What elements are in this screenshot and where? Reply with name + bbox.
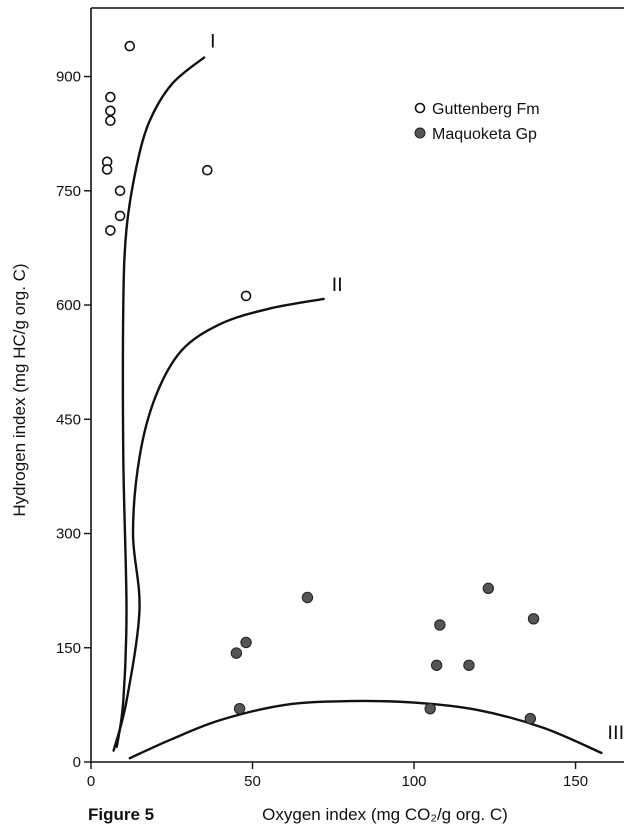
guttenberg-point [105, 105, 116, 117]
maquoketa-point [424, 702, 436, 715]
y-tick-label: 300 [56, 526, 81, 543]
maquoketa-point [233, 702, 246, 715]
y-tick-label: 600 [56, 297, 81, 314]
curve-label-ii: II [332, 274, 343, 296]
y-tick-label: 750 [56, 183, 81, 200]
y-tick-label: 450 [56, 411, 81, 428]
legend-marker-maquoketa [414, 127, 426, 139]
curve-label-iii: III [607, 722, 624, 744]
y-tick-label: 150 [56, 640, 81, 657]
x-tick-label: 50 [244, 773, 261, 790]
maquoketa-point [527, 613, 540, 625]
curve-iii [128, 699, 603, 760]
maquoketa-point [430, 659, 443, 671]
axis-ticks: 0 50 100 150 0 150 300 450 600 750 900 [56, 69, 588, 790]
curve-i [115, 56, 206, 748]
maquoketa-point [463, 659, 475, 671]
maquoketa-point [482, 582, 495, 595]
maquoketa-point [524, 712, 537, 725]
maquoketa-point [230, 647, 243, 659]
guttenberg-point [101, 164, 113, 175]
x-axis-label: Oxygen index (mg CO₂/g org. C) [262, 805, 508, 824]
curve-ii [112, 297, 325, 752]
plot-frame [90, 7, 624, 763]
x-tick-label: 150 [563, 773, 588, 790]
maquoketa-point [240, 636, 252, 649]
legend-label-maquoketa: Maquoketa Gp [432, 126, 537, 143]
guttenberg-point [114, 185, 126, 197]
y-axis-label: Hydrogen index (mg HC/g org. C) [10, 263, 29, 516]
maquoketa-point [301, 591, 314, 604]
guttenberg-point [114, 210, 126, 222]
guttenberg-point [240, 290, 252, 302]
y-tick-label: 0 [73, 754, 81, 771]
legend-label-guttenberg: Guttenberg Fm [432, 101, 540, 118]
maquoketa-point [434, 619, 446, 631]
guttenberg-point [105, 91, 116, 103]
y-tick-label: 900 [56, 69, 81, 86]
guttenberg-point [105, 225, 116, 236]
curve-label-i: I [210, 31, 216, 53]
legend-marker-guttenberg [414, 102, 426, 114]
data-points [101, 40, 540, 725]
guttenberg-point [201, 164, 213, 176]
legend: Guttenberg Fm Maquoketa Gp [414, 101, 540, 143]
figure-label: Figure 5 [88, 805, 154, 824]
x-tick-label: 100 [402, 773, 427, 790]
guttenberg-point [124, 40, 136, 52]
guttenberg-point [105, 115, 116, 127]
x-tick-label: 0 [87, 773, 95, 790]
